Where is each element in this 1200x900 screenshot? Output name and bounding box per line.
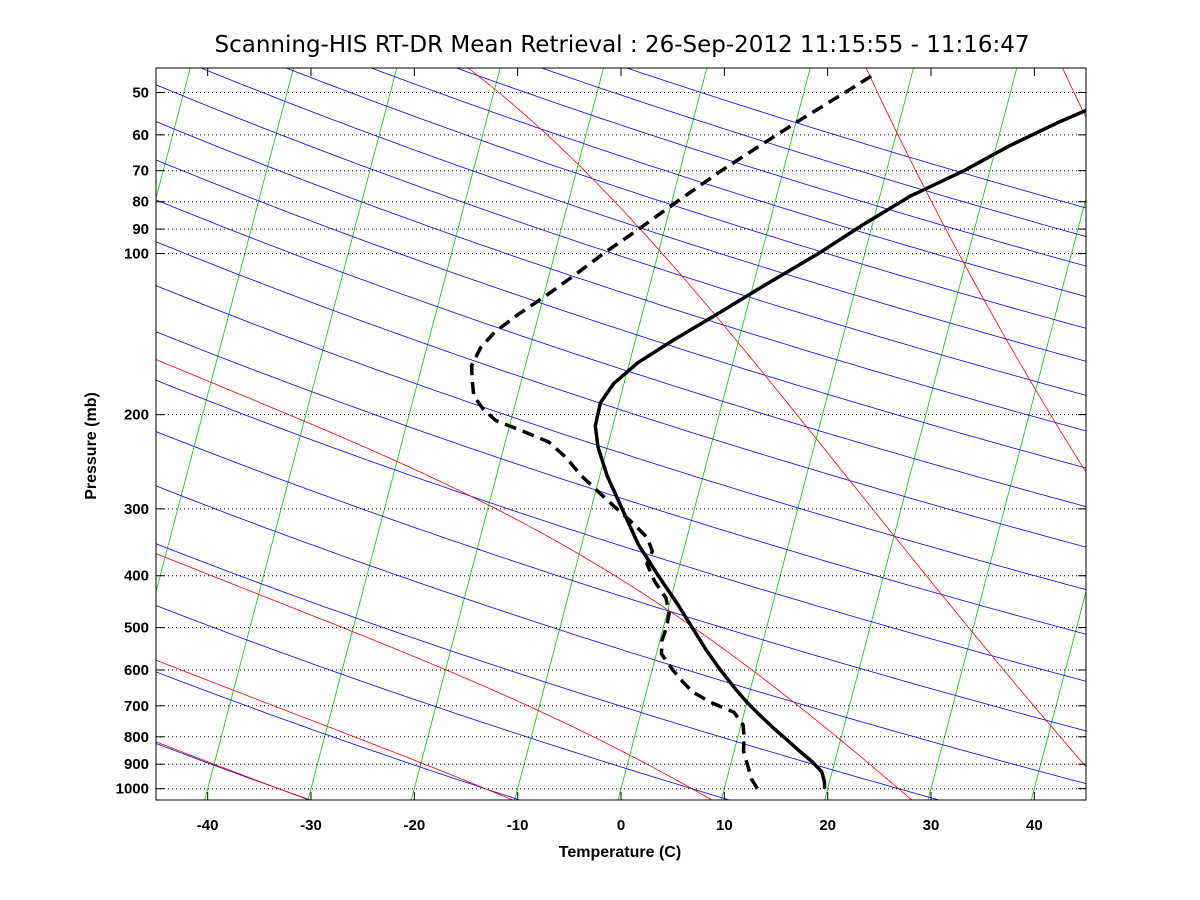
moist-adiabat-line [156, 553, 713, 800]
y-tick-label: 50 [132, 84, 149, 101]
y-tick-label: 80 [132, 194, 149, 211]
dry-adiabat-line [455, 68, 1086, 267]
y-tick-label: 60 [132, 127, 149, 144]
dry-adiabat-line [156, 84, 1086, 396]
isotherm-line [156, 68, 191, 200]
dew-point-profile-line [469, 71, 877, 790]
y-tick-label: 90 [132, 221, 149, 238]
plot-lines [0, 41, 1200, 807]
dry-adiabat-line [156, 742, 312, 800]
isotherm-line [0, 41, 94, 807]
dry-adiabat-line [156, 543, 941, 800]
x-tick-label: 10 [716, 817, 733, 834]
isotherm-line [410, 68, 604, 800]
isotherm-line [514, 68, 708, 800]
x-tick-label: -40 [197, 817, 219, 834]
moist-adiabat-line [467, 68, 1086, 768]
moist-adiabat-line [156, 659, 514, 800]
y-tick-label: 400 [124, 568, 149, 585]
dry-adiabat-line [540, 68, 1086, 237]
x-tick-label: -20 [403, 817, 425, 834]
x-tick-label: -10 [507, 817, 529, 834]
x-tick-label: 20 [819, 817, 836, 834]
x-tick-label: 0 [617, 817, 625, 834]
dry-adiabat-line [156, 671, 522, 800]
y-tick-label: 100 [124, 246, 149, 263]
dry-adiabat-line [156, 241, 1086, 548]
y-tick-label: 600 [124, 662, 149, 679]
isotherm-line [720, 68, 914, 800]
plot-area [0, 41, 1200, 807]
moist-adiabat-line [1062, 68, 1086, 119]
isotherm-line [204, 68, 398, 800]
dry-adiabat-line [156, 485, 1086, 785]
x-tick-label: 30 [923, 817, 940, 834]
y-tick-label: 500 [124, 620, 149, 637]
y-tick-label: 70 [132, 163, 149, 180]
x-axis-label: Temperature (C) [559, 844, 681, 861]
isotherm-line [307, 68, 501, 800]
dry-adiabat-line [156, 331, 1086, 635]
x-tick-label: 40 [1026, 817, 1043, 834]
y-tick-label: 200 [124, 407, 149, 424]
x-tick-label: -30 [300, 817, 322, 834]
x-axis: -40 -30 -20 -10 0 10 20 30 40 [197, 68, 1043, 834]
moist-adiabat-line [156, 741, 310, 800]
chart-title: Scanning-HIS RT-DR Mean Retrieval : 26-S… [214, 32, 1029, 58]
y-tick-label: 700 [124, 698, 149, 715]
y-tick-label: 300 [124, 501, 149, 518]
dry-adiabat-line [156, 121, 1086, 432]
moist-adiabat-line [156, 359, 913, 800]
dry-adiabat-line [0, 44, 118, 806]
isotherm-line [1133, 41, 1200, 807]
dry-adiabat-line [156, 199, 1086, 508]
moist-adiabat-line [865, 68, 1086, 473]
dry-adiabat-line [156, 431, 1086, 732]
dry-adiabat-line [156, 605, 731, 800]
temperature-profile-line [593, 108, 1086, 789]
dry-adiabat-line [370, 68, 1086, 298]
isotherm-line [927, 196, 1086, 800]
dry-adiabat-line [285, 68, 1086, 329]
isotherm-line [824, 68, 1018, 800]
dry-adiabat-line [156, 285, 1086, 591]
isotherm-line [156, 68, 294, 594]
isotherm-line [617, 68, 811, 800]
dry-adiabat-line [156, 379, 1086, 682]
y-axis: 50 60 70 80 90 100 200 300 400 500 600 700 800 900 100… [116, 84, 1086, 798]
y-tick-label: 1000 [116, 781, 149, 798]
y-tick-label: 900 [124, 756, 149, 773]
dry-adiabat-line [625, 68, 1086, 209]
y-axis-label: Pressure (mb) [83, 392, 100, 500]
isotherm-line [1030, 590, 1086, 800]
dry-adiabat-line [156, 159, 1086, 469]
y-tick-label: 800 [124, 729, 149, 746]
dry-adiabat-line [200, 68, 1086, 362]
